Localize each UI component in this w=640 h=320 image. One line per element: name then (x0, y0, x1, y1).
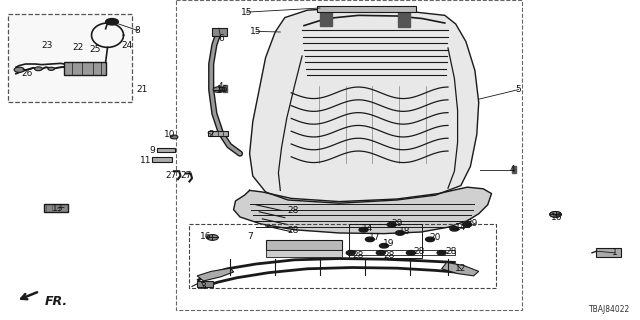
Text: 27: 27 (166, 171, 177, 180)
Circle shape (365, 237, 374, 242)
Text: 16: 16 (200, 232, 212, 241)
Circle shape (387, 222, 396, 227)
FancyBboxPatch shape (8, 14, 132, 102)
Text: 14: 14 (455, 223, 467, 232)
Text: 16: 16 (217, 85, 228, 94)
Circle shape (35, 67, 42, 71)
Text: 6: 6 (218, 34, 223, 43)
Polygon shape (197, 268, 234, 281)
Text: 2: 2 (209, 130, 214, 139)
Text: 14: 14 (362, 224, 374, 233)
Circle shape (406, 251, 415, 255)
Bar (266, 250, 342, 257)
Bar (349, 224, 422, 258)
Bar (44, 204, 68, 212)
Text: 19: 19 (383, 239, 395, 248)
Circle shape (106, 19, 118, 25)
Text: 13: 13 (52, 204, 63, 212)
Circle shape (450, 227, 459, 231)
Circle shape (550, 212, 561, 217)
Bar (212, 28, 227, 36)
Bar (197, 281, 213, 287)
Circle shape (14, 67, 24, 72)
Bar (596, 248, 621, 257)
Circle shape (213, 87, 225, 92)
Bar (223, 85, 227, 92)
Text: 3: 3 (201, 282, 206, 291)
Text: 11: 11 (140, 156, 152, 165)
Circle shape (396, 231, 404, 235)
Text: 21: 21 (136, 85, 148, 94)
Text: 18: 18 (399, 227, 410, 236)
Bar (157, 148, 175, 152)
Text: 17: 17 (369, 233, 380, 242)
Text: 27: 27 (180, 171, 191, 180)
Text: 16: 16 (551, 213, 563, 222)
Bar (64, 62, 106, 75)
Bar (320, 8, 332, 26)
Text: 23: 23 (41, 41, 52, 50)
Polygon shape (234, 187, 492, 234)
Text: 12: 12 (455, 264, 467, 273)
Text: 1: 1 (612, 248, 617, 257)
Circle shape (550, 212, 561, 217)
Text: 28: 28 (445, 247, 457, 256)
Circle shape (48, 67, 54, 70)
Text: 26: 26 (21, 69, 33, 78)
Text: 4: 4 (509, 165, 515, 174)
Text: 29: 29 (467, 219, 478, 228)
Circle shape (170, 135, 178, 139)
Text: 8: 8 (135, 26, 140, 35)
Text: 10: 10 (164, 130, 175, 139)
Polygon shape (442, 262, 479, 276)
Circle shape (207, 235, 218, 240)
Circle shape (376, 251, 385, 255)
Bar (348, 250, 455, 255)
Text: 5: 5 (516, 85, 521, 94)
Text: 20: 20 (429, 233, 441, 242)
Text: 7: 7 (247, 232, 252, 241)
Circle shape (380, 244, 388, 248)
Bar (512, 166, 516, 173)
Bar (208, 131, 228, 136)
Text: TBAJ84022: TBAJ84022 (589, 305, 630, 314)
Circle shape (359, 228, 368, 232)
Text: 15: 15 (250, 27, 262, 36)
Circle shape (346, 251, 355, 255)
Bar (152, 157, 172, 162)
Text: 22: 22 (72, 43, 84, 52)
Text: 29: 29 (391, 219, 403, 228)
Text: 28: 28 (287, 226, 299, 235)
Text: FR.: FR. (45, 295, 68, 308)
Circle shape (426, 237, 435, 242)
Text: 4: 4 (218, 82, 223, 91)
Circle shape (437, 251, 446, 255)
Text: 25: 25 (89, 45, 100, 54)
Bar (398, 8, 410, 27)
Text: 28: 28 (353, 251, 364, 260)
Circle shape (463, 222, 472, 227)
Text: 15: 15 (241, 8, 252, 17)
Text: 28: 28 (287, 206, 299, 215)
Bar (317, 6, 416, 12)
Bar (266, 240, 342, 250)
Text: 9: 9 (150, 146, 155, 155)
Text: 28: 28 (413, 247, 425, 256)
Text: 28: 28 (383, 251, 395, 260)
Polygon shape (250, 8, 479, 203)
Text: 24: 24 (121, 41, 132, 50)
